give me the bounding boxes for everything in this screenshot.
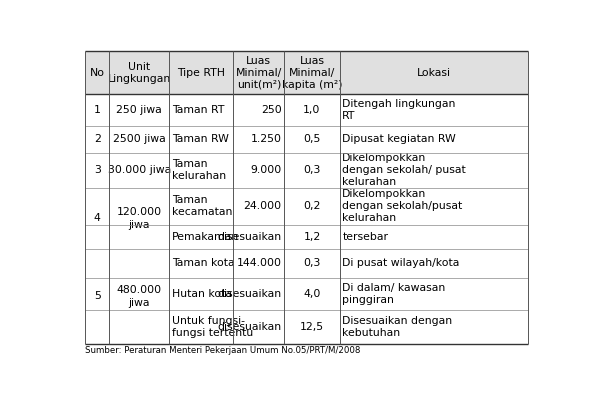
Text: disesuaikan: disesuaikan <box>217 322 282 332</box>
Text: 4,0: 4,0 <box>303 289 320 299</box>
Text: Dikelompokkan
dengan sekolah/ pusat
kelurahan: Dikelompokkan dengan sekolah/ pusat kelu… <box>342 153 466 187</box>
Bar <box>85 188 528 225</box>
Text: 30.000 jiwa: 30.000 jiwa <box>108 165 171 175</box>
Text: tersebar: tersebar <box>342 232 388 242</box>
Text: disesuaikan: disesuaikan <box>217 289 282 299</box>
Text: 250: 250 <box>261 105 282 115</box>
Text: 0,3: 0,3 <box>303 165 320 175</box>
Bar <box>85 51 528 94</box>
Text: No: No <box>90 68 105 78</box>
Text: 0,2: 0,2 <box>303 202 320 211</box>
Text: 2500 jiwa: 2500 jiwa <box>113 134 166 145</box>
Text: Luas
Minimal/
kapita (m²): Luas Minimal/ kapita (m²) <box>282 56 342 90</box>
Bar <box>85 225 528 249</box>
Text: Luas
Minimal/
unit(m²): Luas Minimal/ unit(m²) <box>236 56 282 90</box>
Bar <box>85 278 528 310</box>
Text: 24.000: 24.000 <box>243 202 282 211</box>
Text: Tipe RTH: Tipe RTH <box>177 68 225 78</box>
Bar <box>85 94 528 126</box>
Text: Di dalam/ kawasan
pinggiran: Di dalam/ kawasan pinggiran <box>342 283 446 305</box>
Text: Taman kota: Taman kota <box>172 259 234 268</box>
Text: 0,3: 0,3 <box>303 259 320 268</box>
Text: Hutan kota: Hutan kota <box>172 289 232 299</box>
Bar <box>85 152 528 188</box>
Text: 0,5: 0,5 <box>303 134 320 145</box>
Text: Di pusat wilayah/kota: Di pusat wilayah/kota <box>342 259 460 268</box>
Text: Pemakaman: Pemakaman <box>172 232 239 242</box>
Bar <box>85 126 528 152</box>
Text: Taman RT: Taman RT <box>172 105 224 115</box>
Text: Sumber: Peraturan Menteri Pekerjaan Umum No.05/PRT/M/2008: Sumber: Peraturan Menteri Pekerjaan Umum… <box>85 346 360 355</box>
Text: 144.000: 144.000 <box>237 259 282 268</box>
Text: Ditengah lingkungan
RT: Ditengah lingkungan RT <box>342 99 456 121</box>
Text: Unit
Lingkungan: Unit Lingkungan <box>108 62 171 83</box>
Text: Disesuaikan dengan
kebutuhan: Disesuaikan dengan kebutuhan <box>342 316 452 338</box>
Text: Taman RW: Taman RW <box>172 134 229 145</box>
Text: Taman
kecamatan: Taman kecamatan <box>172 195 232 217</box>
Text: 9.000: 9.000 <box>250 165 282 175</box>
Text: 250 jiwa: 250 jiwa <box>117 105 162 115</box>
Text: 1,0: 1,0 <box>303 105 320 115</box>
Text: 5: 5 <box>94 291 101 301</box>
Text: 1: 1 <box>94 105 101 115</box>
Bar <box>85 310 528 344</box>
Text: 1.250: 1.250 <box>250 134 282 145</box>
Text: Lokasi: Lokasi <box>417 68 451 78</box>
Text: 480.000
jiwa: 480.000 jiwa <box>117 285 162 308</box>
Bar <box>85 249 528 278</box>
Text: Taman
kelurahan: Taman kelurahan <box>172 159 226 181</box>
Text: 1,2: 1,2 <box>303 232 320 242</box>
Text: 3: 3 <box>94 165 101 175</box>
Text: Dipusat kegiatan RW: Dipusat kegiatan RW <box>342 134 456 145</box>
Text: disesuaikan: disesuaikan <box>217 232 282 242</box>
Text: 2: 2 <box>94 134 101 145</box>
Text: 4: 4 <box>94 214 101 223</box>
Text: 12,5: 12,5 <box>300 322 324 332</box>
Text: Dikelompokkan
dengan sekolah/pusat
kelurahan: Dikelompokkan dengan sekolah/pusat kelur… <box>342 190 462 223</box>
Text: Untuk fungsi-
fungsi tertentu: Untuk fungsi- fungsi tertentu <box>172 316 253 338</box>
Text: 120.000
jiwa: 120.000 jiwa <box>117 207 162 230</box>
